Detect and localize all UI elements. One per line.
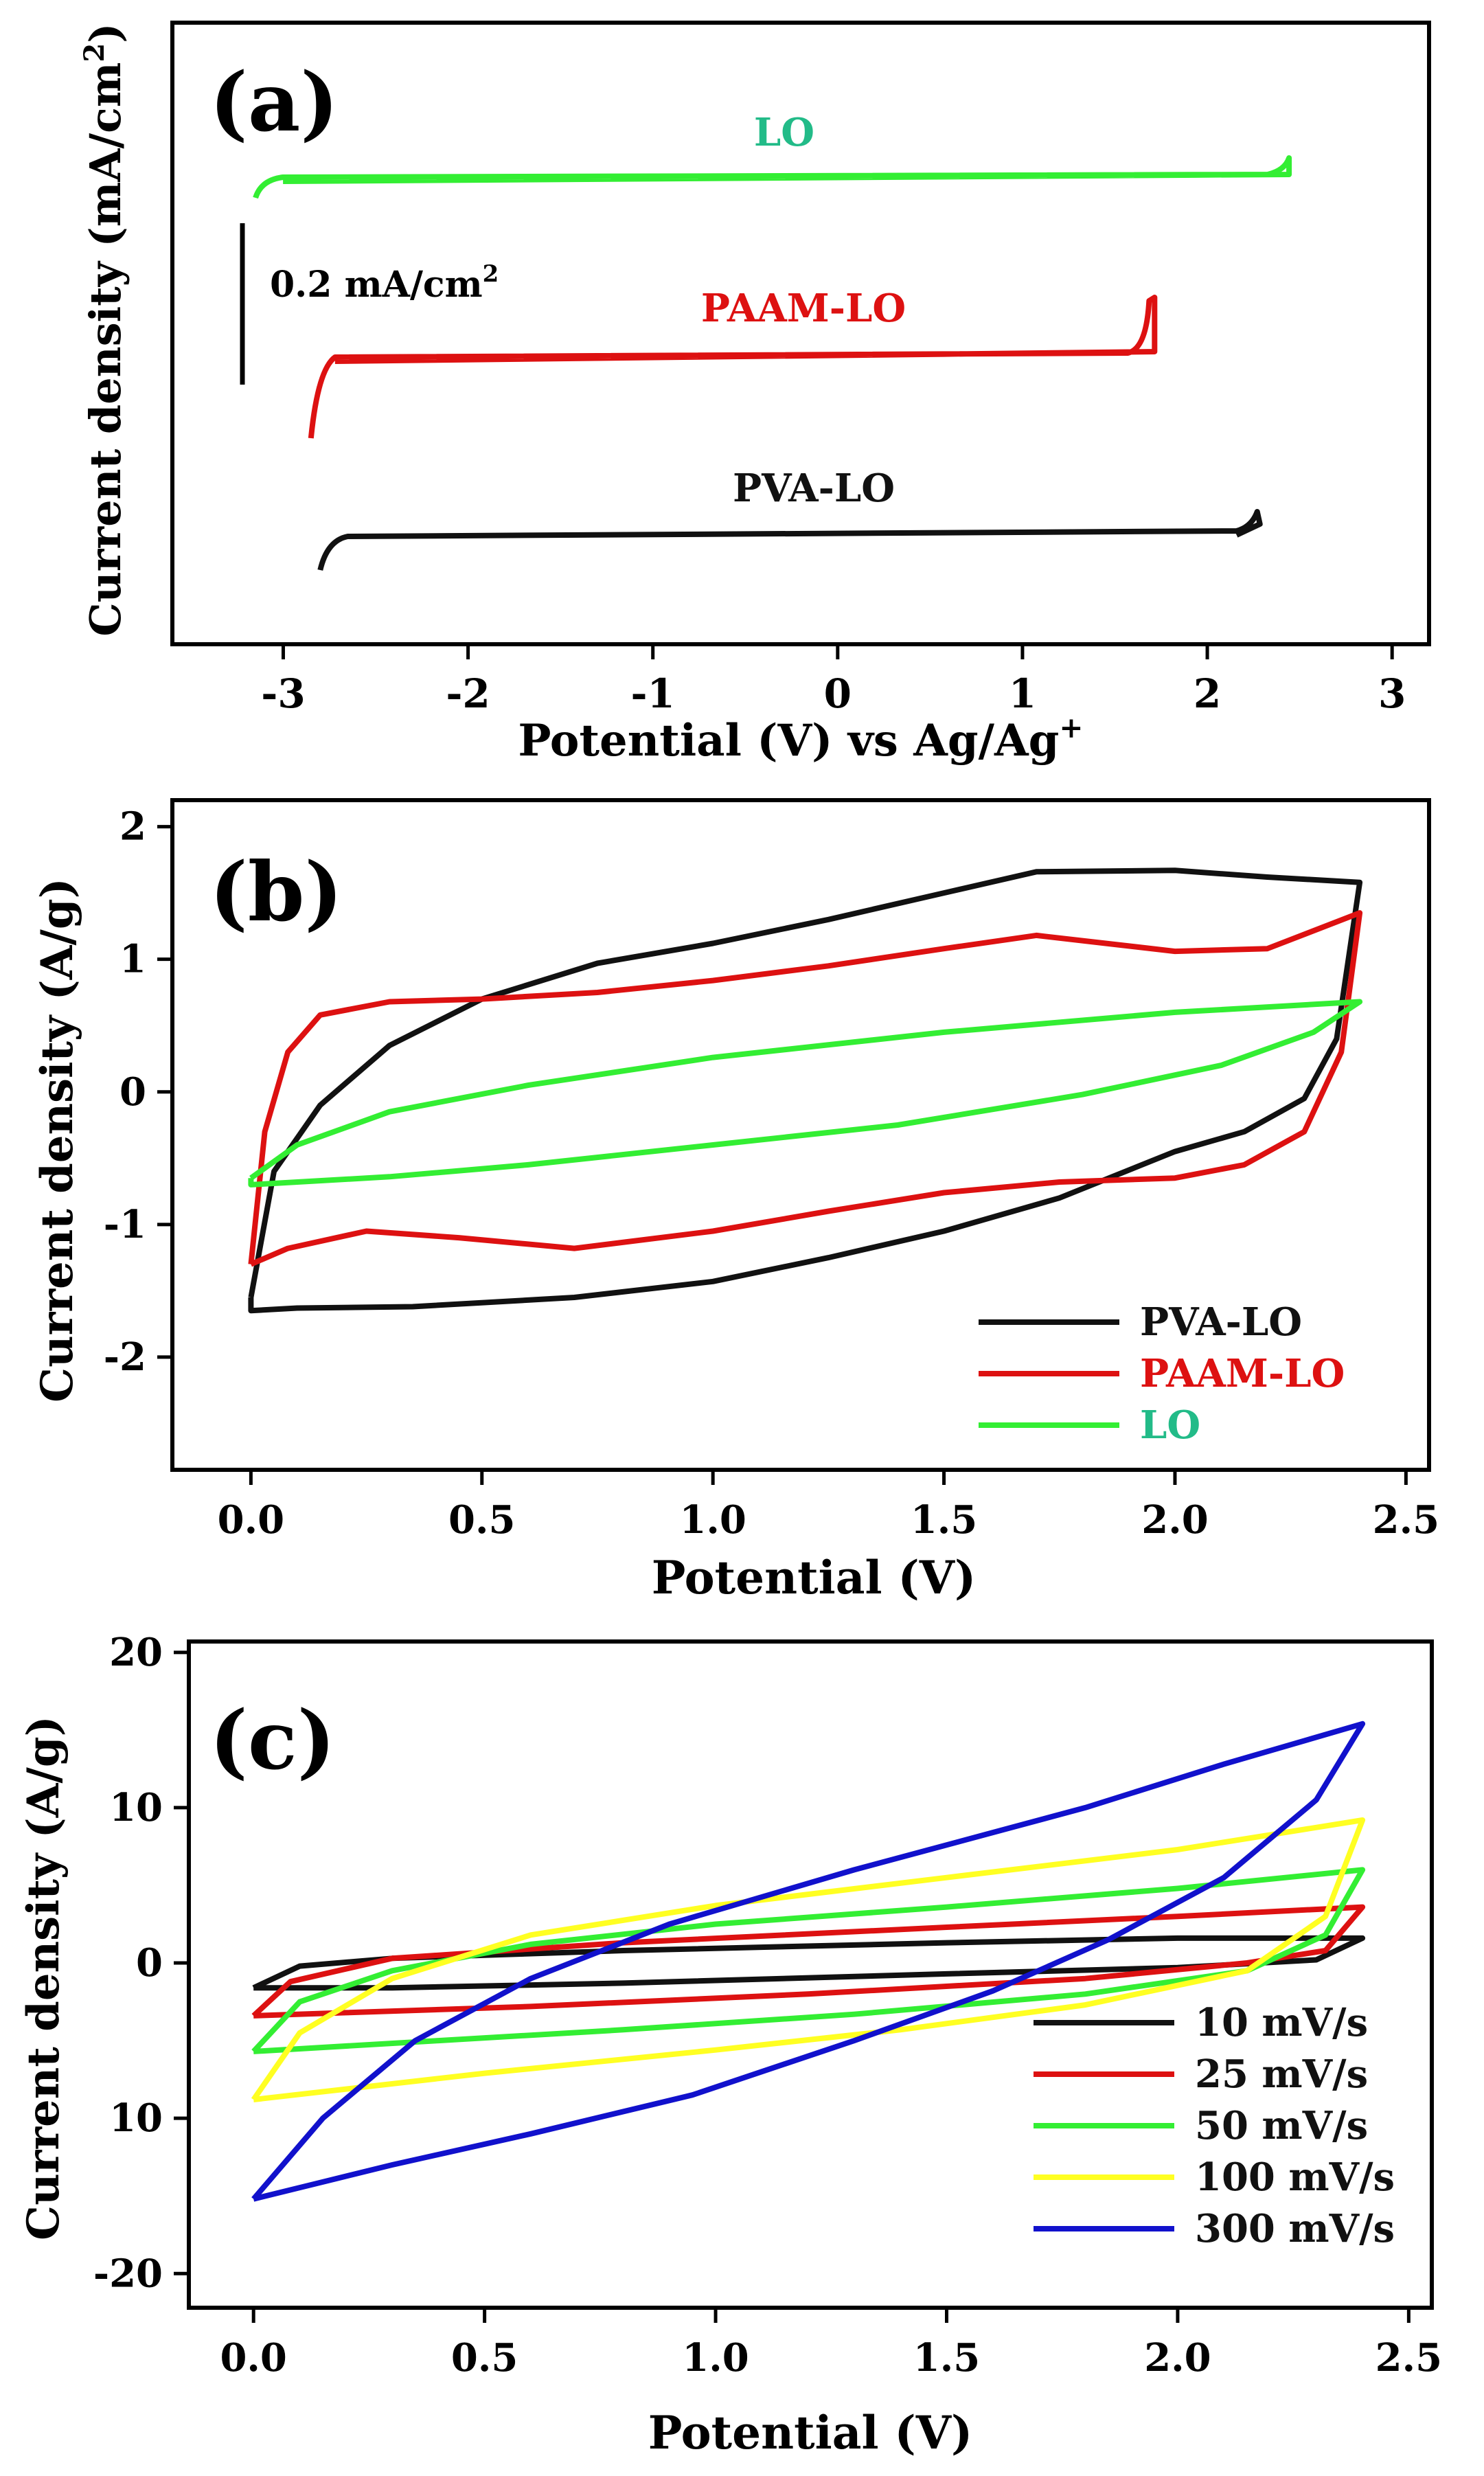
panel-c: (c) 0.0 0.5 1.0 1.5 2.0 2.5 20 10 0 10 -20 Potent… — [18, 1630, 1442, 2460]
panel-a-curves — [253, 155, 1292, 571]
series-label-paam-lo: PAAM-LO — [701, 286, 906, 331]
panel-c-x-axis-label: Potential (V) — [648, 2406, 972, 2460]
y-tick-label: -1 — [104, 1202, 146, 1247]
legend-label-pva-lo: PVA-LO — [1140, 1299, 1302, 1345]
x-tick-label: 1.5 — [913, 2335, 980, 2381]
x-tick-label: 2.0 — [1141, 1497, 1208, 1543]
panel-b-legend: PVA-LO PAAM-LO LO — [979, 1299, 1345, 1448]
series-label-pva-lo: PVA-LO — [733, 466, 895, 511]
x-tick-label: -3 — [261, 670, 305, 717]
y-tick-label: -20 — [93, 2251, 163, 2296]
series-label-lo: LO — [754, 110, 814, 155]
x-tick-label: 2.0 — [1144, 2335, 1211, 2381]
panel-c-y-axis: 20 10 0 10 -20 — [93, 1630, 189, 2296]
panel-a: (a) 0.2 mA/cm2 LO PAAM-LO PVA-LO -3 -2 -1 0… — [78, 21, 1431, 766]
panel-a-y-axis-label: Current density (mA/cm2) — [78, 23, 130, 636]
panel-a-x-axis-label: Potential (V) vs Ag/Ag+ — [518, 711, 1083, 766]
series-line-300-mv-s — [251, 1720, 1366, 2202]
panel-a-scale-bar-label: 0.2 mA/cm2 — [270, 260, 499, 306]
panel-c-legend: 10 mV/s 25 mV/s 50 mV/s 100 mV/s 300 mV/s — [1034, 2000, 1395, 2251]
panel-c-label: (c) — [209, 1692, 336, 1788]
series-line-25-mv-s — [251, 1904, 1366, 2019]
panel-b-frame — [170, 798, 1431, 1472]
panel-a-frame — [170, 21, 1431, 646]
panel-a-x-axis: -3 -2 -1 0 1 2 3 — [261, 644, 1406, 717]
legend-label-lo: LO — [1140, 1402, 1200, 1448]
panel-b: (b) 0.0 0.5 1.0 1.5 2.0 2.5 2 1 0 -1 -2 Potential… — [32, 798, 1439, 1604]
legend-label-paam-lo: PAAM-LO — [1140, 1351, 1345, 1396]
series-line-lo — [253, 155, 1292, 199]
y-tick-label: 1 — [119, 937, 146, 982]
x-tick-label: 0 — [824, 670, 852, 717]
y-tick-label: -2 — [104, 1334, 146, 1380]
panel-b-x-axis: 0.0 0.5 1.0 1.5 2.0 2.5 — [218, 1470, 1439, 1543]
panel-c-x-axis: 0.0 0.5 1.0 1.5 2.0 2.5 — [220, 2308, 1442, 2381]
series-line-lo — [248, 999, 1363, 1188]
x-tick-label: 3 — [1378, 670, 1406, 717]
series-line-pva-lo — [248, 867, 1363, 1314]
x-tick-label: 2.5 — [1373, 1497, 1439, 1543]
legend-label-100-mv-s: 100 mV/s — [1195, 2155, 1395, 2200]
series-line-paam-lo — [308, 295, 1158, 439]
y-tick-label: 10 — [109, 1785, 163, 1830]
series-line-pva-lo — [317, 509, 1263, 571]
legend-label-25-mv-s: 25 mV/s — [1195, 2052, 1368, 2097]
x-tick-label: 1.5 — [911, 1497, 977, 1543]
panel-c-curves — [251, 1720, 1366, 2202]
x-tick-label: 1.0 — [679, 1497, 746, 1543]
x-tick-label: 0.0 — [218, 1497, 284, 1543]
series-line-paam-lo — [248, 910, 1363, 1267]
x-tick-label: 1 — [1009, 670, 1036, 717]
legend-label-10-mv-s: 10 mV/s — [1195, 2000, 1368, 2045]
x-tick-label: 0.0 — [220, 2335, 286, 2381]
panel-c-frame — [187, 1639, 1434, 2310]
series-line-100-mv-s — [251, 1817, 1366, 2102]
y-tick-label: 10 — [109, 2095, 163, 2141]
x-tick-label: -1 — [630, 670, 674, 717]
legend-label-300-mv-s: 300 mV/s — [1195, 2206, 1395, 2251]
panel-b-label: (b) — [209, 844, 343, 940]
legend-label-50-mv-s: 50 mV/s — [1195, 2103, 1368, 2148]
x-tick-label: 1.0 — [682, 2335, 749, 2381]
panel-b-y-axis-label: Current density (A/g) — [32, 878, 83, 1402]
y-tick-label: 20 — [109, 1630, 163, 1675]
x-tick-label: 2 — [1194, 670, 1221, 717]
x-tick-label: 0.5 — [451, 2335, 518, 2381]
panel-b-y-axis: 2 1 0 -1 -2 — [104, 804, 172, 1380]
panel-b-x-axis-label: Potential (V) — [652, 1551, 976, 1604]
y-tick-label: 0 — [136, 1940, 163, 1986]
x-tick-label: -2 — [446, 670, 490, 717]
panel-c-y-axis-label: Current density (A/g) — [18, 1716, 69, 2240]
panel-a-label: (a) — [209, 54, 339, 150]
y-tick-label: 0 — [119, 1069, 146, 1115]
x-tick-label: 0.5 — [448, 1497, 515, 1543]
y-tick-label: 2 — [119, 804, 146, 850]
x-tick-label: 2.5 — [1375, 2335, 1442, 2381]
panel-b-curves — [248, 867, 1363, 1314]
